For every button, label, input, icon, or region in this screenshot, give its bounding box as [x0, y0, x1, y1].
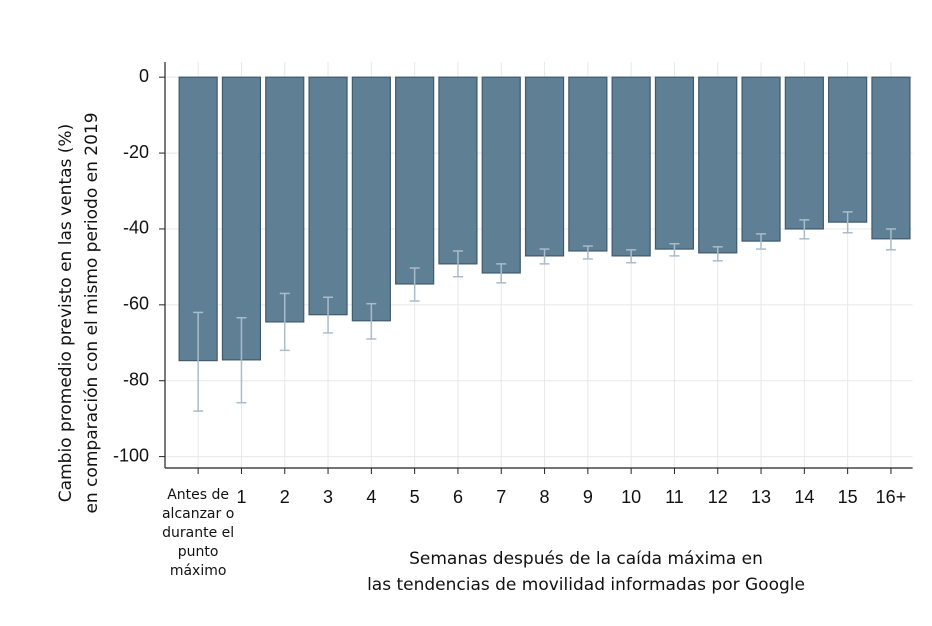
y-tick-label: -80: [123, 369, 149, 389]
x-axis-label: Semanas después de la caída máxima en: [409, 549, 763, 569]
y-tick-label: -60: [123, 294, 149, 314]
bar: [568, 76, 608, 252]
error-bar: [452, 250, 463, 278]
x-tick-label: 16+: [876, 487, 907, 507]
x-tick-label: Antes de alcanzar o durante el punto máx…: [161, 487, 235, 579]
error-bar: [496, 263, 507, 284]
error-bar: [582, 245, 593, 260]
x-tick-label: 7: [496, 487, 506, 507]
bar: [265, 76, 305, 323]
error-bar: [799, 219, 810, 240]
bar: [698, 76, 738, 254]
y-tick-label: 0: [139, 66, 149, 86]
error-bar: [366, 302, 377, 340]
x-tick-label: 2: [280, 487, 290, 507]
error-bar: [885, 228, 896, 251]
bar: [871, 76, 911, 240]
y-axis-label: en comparación con el mismo periodo en 2…: [82, 112, 102, 513]
bar: [351, 76, 391, 322]
error-bar: [712, 246, 723, 262]
bar: [654, 76, 695, 250]
x-tick-label: 10: [621, 487, 641, 507]
error-bar: [323, 296, 334, 334]
x-axis-label: las tendencias de movilidad informadas p…: [367, 575, 805, 595]
y-tick-label: -40: [123, 218, 149, 238]
bar: [308, 76, 348, 316]
bar: [524, 76, 565, 257]
y-tick-label: -20: [123, 142, 149, 162]
x-tick-label: 12: [708, 487, 728, 507]
bar: [221, 76, 262, 361]
error-bar: [842, 211, 853, 234]
bar: [438, 76, 478, 265]
x-tick-label: 5: [410, 487, 420, 507]
x-tick-label: 4: [366, 487, 376, 507]
error-bar: [193, 311, 204, 412]
error-bar: [756, 233, 767, 250]
error-bar: [409, 267, 420, 302]
x-tick-label: 14: [794, 487, 814, 507]
plot: 0 -20 -40 -60 -80 -100 Antes de alcanzar o dur…: [113, 62, 913, 579]
bar: [741, 76, 781, 242]
x-tick-label: 6: [453, 487, 463, 507]
bar: [481, 76, 521, 274]
x-tick-label: Antes de alcanzar o durante el punto máx…: [161, 487, 235, 579]
x-tick-label: 1: [236, 487, 246, 507]
error-bar: [236, 316, 247, 404]
error-bar: [539, 248, 550, 265]
error-bar: [279, 292, 290, 352]
x-tick-label: 15: [838, 487, 858, 507]
error-bar: [626, 249, 637, 264]
bar: [828, 76, 868, 223]
x-tick-label: 8: [540, 487, 550, 507]
bar: [611, 76, 651, 257]
bar: [395, 76, 435, 285]
x-tick-label: 13: [751, 487, 771, 507]
y-tick-label: -100: [113, 445, 149, 465]
y-axis-label: Cambio promedio previsto en las ventas (…: [56, 124, 76, 502]
bar: [784, 76, 824, 230]
x-tick-label: 11: [665, 487, 684, 507]
x-tick-label: 3: [323, 487, 333, 507]
error-bar: [669, 243, 680, 257]
x-tick-label: 9: [583, 487, 593, 507]
